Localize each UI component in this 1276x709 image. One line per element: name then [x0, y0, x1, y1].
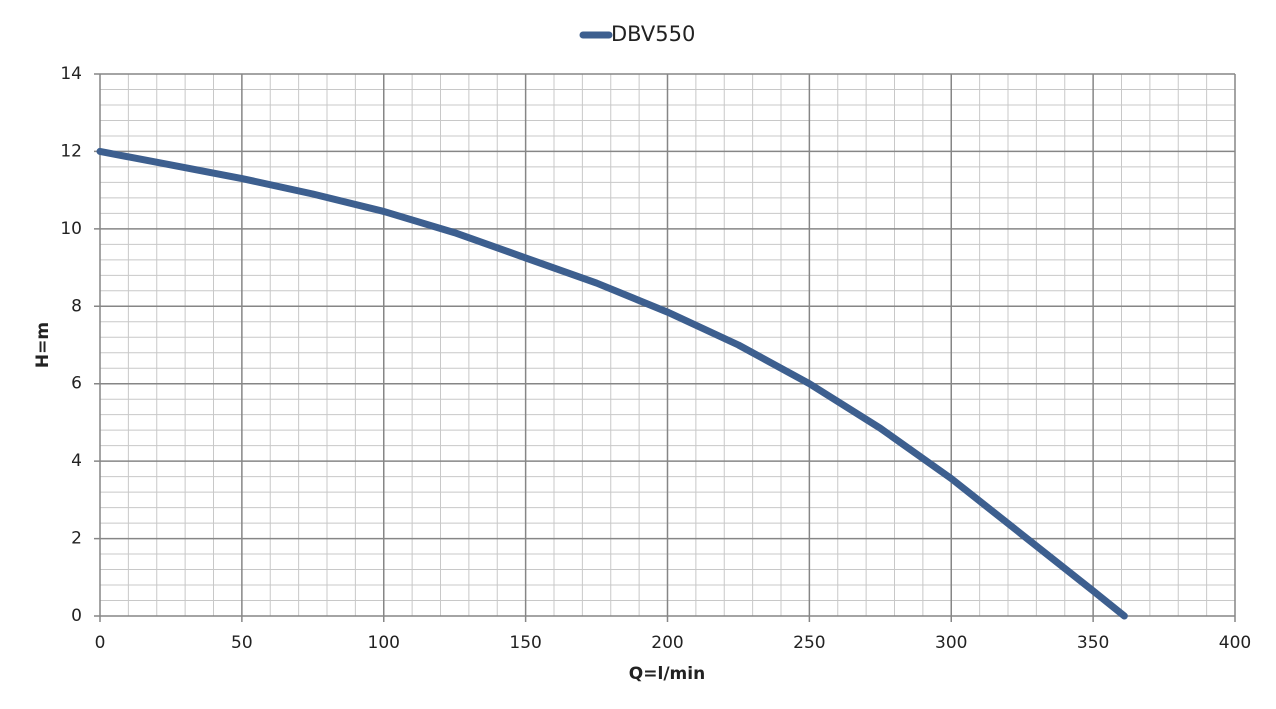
x-tick-label: 0	[95, 633, 106, 653]
y-tick-label: 4	[71, 451, 82, 471]
x-tick-label: 300	[935, 633, 967, 653]
x-tick-label: 200	[651, 633, 683, 653]
y-tick-label: 10	[60, 219, 82, 239]
data-line	[96, 147, 1128, 620]
y-tick-label: 8	[71, 296, 82, 316]
y-axis-title: H=m	[33, 322, 53, 368]
x-tick-label: 400	[1219, 633, 1251, 653]
legend-label: DBV550	[611, 22, 695, 46]
y-tick-label: 14	[60, 64, 82, 84]
y-tick-label: 6	[71, 374, 82, 394]
y-tick-label: 12	[60, 141, 82, 161]
x-axis-title: Q=l/min	[629, 664, 705, 684]
x-tick-label: 100	[368, 633, 400, 653]
x-tick-label: 50	[231, 633, 253, 653]
x-tick-label: 250	[793, 633, 825, 653]
y-tick-label: 0	[71, 606, 82, 626]
x-tick-label: 350	[1077, 633, 1109, 653]
y-tick-label: 2	[71, 529, 82, 549]
x-tick-label: 150	[509, 633, 541, 653]
